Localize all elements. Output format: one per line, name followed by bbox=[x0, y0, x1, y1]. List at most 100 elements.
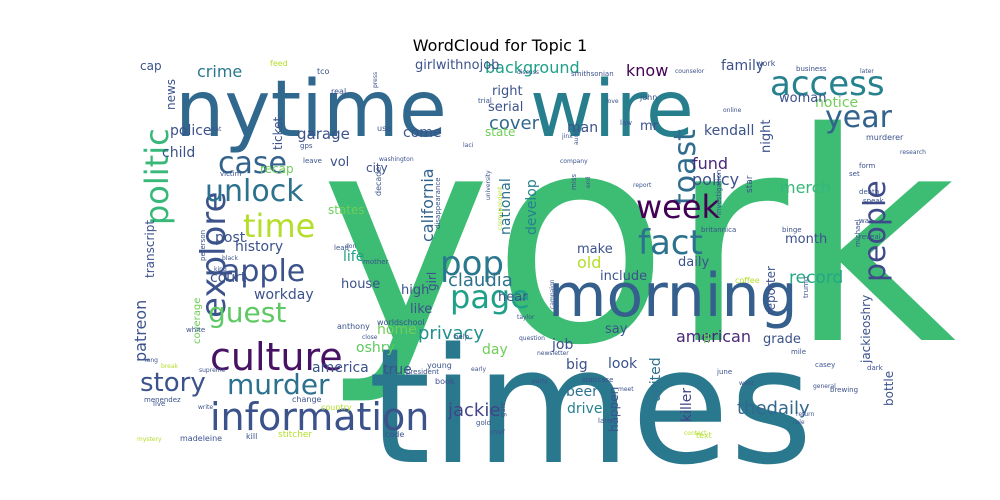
word-dark: dark bbox=[867, 364, 884, 372]
word-text: text bbox=[696, 431, 712, 440]
word-history: history bbox=[235, 239, 283, 255]
word-police: police bbox=[170, 123, 212, 139]
word-policy: policy bbox=[692, 170, 739, 189]
word-write: write bbox=[198, 404, 213, 411]
word-week: week bbox=[636, 188, 721, 226]
word-early: early bbox=[471, 366, 487, 373]
word-daily: daily bbox=[678, 255, 709, 270]
word-right: right bbox=[492, 84, 523, 99]
word-feed: feed bbox=[270, 59, 288, 68]
word-morning: morning bbox=[548, 261, 798, 331]
word-woman: woman bbox=[779, 91, 826, 106]
word-like: like bbox=[410, 302, 432, 317]
word-john: john bbox=[639, 93, 657, 102]
word-national: national bbox=[498, 178, 514, 235]
word-general: general bbox=[813, 383, 836, 390]
word-girlwithnojob: girlwithnojob bbox=[415, 58, 499, 73]
word-serial: serial bbox=[488, 100, 523, 115]
word-gold: gold bbox=[476, 419, 491, 427]
word-king: king bbox=[214, 266, 227, 273]
word-house: house bbox=[341, 277, 380, 292]
word-apple: apple bbox=[222, 254, 305, 289]
word-president: president bbox=[406, 368, 439, 376]
word-question: question bbox=[519, 335, 545, 342]
word-big: big bbox=[566, 357, 588, 373]
word-britannica: britannica bbox=[701, 226, 736, 234]
word-bottle: bottle bbox=[882, 371, 896, 406]
word-press: press bbox=[372, 72, 379, 88]
word-young: young bbox=[427, 361, 452, 370]
word-university: university bbox=[485, 170, 492, 200]
word-leave: leave bbox=[303, 157, 322, 165]
word-fact: fact bbox=[638, 223, 703, 263]
word-law: law bbox=[620, 119, 632, 127]
chart-title: WordCloud for Topic 1 bbox=[412, 36, 588, 55]
word-information: information bbox=[210, 395, 429, 439]
word-child: child bbox=[162, 145, 195, 161]
word-death: death bbox=[859, 188, 879, 196]
word-lead: lead bbox=[334, 244, 349, 252]
word-job: job bbox=[551, 337, 573, 353]
word-city: city bbox=[366, 161, 388, 175]
word-crime: crime bbox=[197, 62, 242, 81]
word-online: online bbox=[723, 107, 742, 114]
word-ll: ll bbox=[703, 332, 710, 347]
word-background: background bbox=[485, 58, 580, 77]
word-mother: mother bbox=[363, 258, 389, 266]
word-star: star bbox=[745, 175, 755, 193]
word-washington: washington bbox=[379, 156, 414, 163]
word-kill: kill bbox=[246, 432, 257, 441]
word-murder: murder bbox=[227, 368, 330, 401]
word-ticket: ticket bbox=[271, 116, 285, 150]
word-recap: recap bbox=[260, 162, 294, 176]
word-united: united bbox=[648, 357, 664, 402]
word-worldschool: worldschool bbox=[377, 318, 425, 327]
word-fund: fund bbox=[692, 154, 728, 173]
word-california: california bbox=[418, 168, 437, 242]
word-family: family bbox=[721, 58, 764, 74]
word-day: day bbox=[482, 342, 508, 358]
word-home: home bbox=[377, 322, 417, 338]
word-counselor: counselor bbox=[675, 68, 705, 75]
word-killer: killer bbox=[679, 388, 695, 422]
word-country: country bbox=[321, 403, 352, 412]
word-explore: explore bbox=[194, 192, 234, 318]
word-war: war bbox=[859, 217, 872, 225]
word-high: high bbox=[401, 283, 429, 298]
word-unlock: unlock bbox=[205, 174, 304, 209]
word-form: form bbox=[859, 162, 876, 170]
word-merch: merch bbox=[780, 178, 831, 197]
word-discuss: discuss bbox=[517, 69, 539, 76]
word-life: life bbox=[343, 249, 364, 265]
word-reveal: reveal bbox=[859, 233, 881, 241]
word-come: come bbox=[403, 125, 442, 141]
word-mr: mr bbox=[640, 119, 659, 134]
word-break: break bbox=[161, 363, 179, 370]
word-mystery: mystery bbox=[137, 436, 162, 443]
word-oshry: oshry bbox=[356, 340, 395, 356]
word-business: business bbox=[796, 65, 827, 73]
word-vol: vol bbox=[330, 155, 349, 170]
word-man: man bbox=[567, 120, 598, 136]
word-jackie: jackie bbox=[447, 400, 500, 421]
word-develop: develop bbox=[524, 179, 540, 235]
word-work: work bbox=[756, 59, 776, 68]
word-code: code bbox=[385, 430, 404, 439]
word-real: real bbox=[331, 87, 346, 96]
word-gps: gps bbox=[300, 142, 313, 150]
word-wire: wire bbox=[530, 65, 694, 155]
word-taylor: taylor bbox=[517, 314, 535, 321]
word-meet: meet bbox=[618, 386, 634, 393]
word-times: times bbox=[368, 313, 813, 500]
word-late: late bbox=[598, 417, 611, 425]
word-party: party bbox=[532, 378, 548, 385]
word-workday: workday bbox=[254, 287, 314, 303]
word-audio: audio bbox=[573, 128, 580, 145]
word-peterson: peterson bbox=[199, 230, 207, 261]
word-politic: politic bbox=[138, 128, 176, 225]
word-cat: cat bbox=[212, 126, 222, 133]
word-correspondent: correspondent bbox=[497, 186, 504, 230]
word-live: live bbox=[153, 400, 165, 408]
word-happen: happen bbox=[607, 387, 621, 432]
